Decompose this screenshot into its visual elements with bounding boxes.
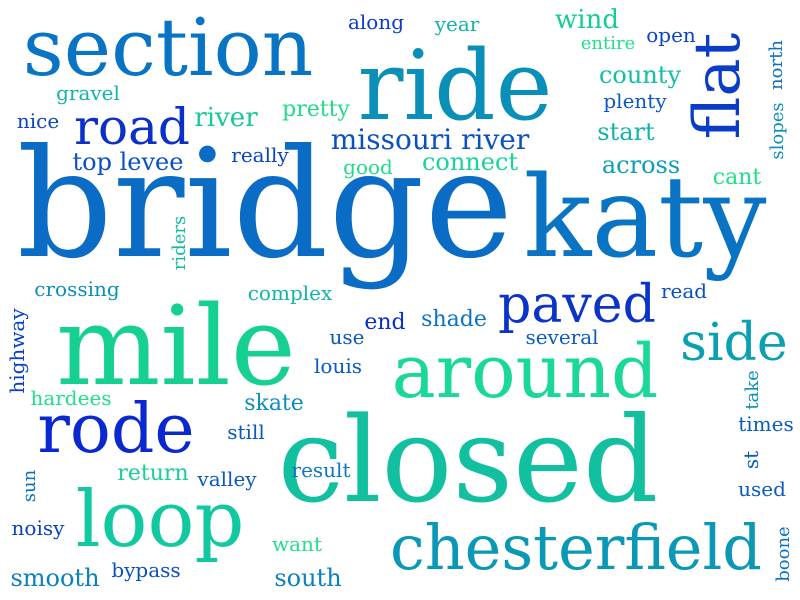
word-pretty: pretty [282, 97, 350, 122]
word-result: result [291, 458, 351, 482]
word-several: several [525, 325, 599, 349]
word-year: year [434, 12, 480, 36]
word-katy: katy [523, 153, 767, 283]
word-times: times [738, 412, 794, 436]
word-return: return [117, 461, 189, 486]
word-want: want [272, 532, 322, 556]
word-st: st [739, 450, 763, 470]
word-used: used [738, 477, 786, 501]
word-smooth: smooth [10, 564, 100, 592]
word-end: end [364, 310, 406, 335]
word-entire: entire [580, 33, 636, 54]
word-connect: connect [421, 148, 519, 176]
word-north: north [766, 40, 787, 90]
word-open: open [646, 23, 696, 47]
word-start: start [597, 118, 655, 146]
word-around: around [391, 329, 659, 415]
word-sun: sun [19, 469, 40, 503]
word-noisy: noisy [11, 516, 65, 540]
word-use: use [329, 325, 365, 349]
word-read: read [660, 279, 708, 303]
word-bridge: bridge [16, 118, 514, 292]
word-still: still [227, 420, 265, 444]
word-crossing: crossing [34, 277, 120, 301]
word-shade: shade [421, 307, 487, 332]
word-closed: closed [277, 391, 659, 529]
word-paved: paved [498, 275, 656, 335]
word-really: really [231, 143, 289, 167]
word-plenty: plenty [603, 89, 667, 113]
word-ride: ride [357, 30, 553, 142]
word-missouri-river: missouri river [330, 123, 530, 156]
word-section: section [22, 1, 314, 94]
word-across: across [601, 151, 681, 179]
word-loop: loop [75, 475, 245, 565]
word-side: side [680, 313, 788, 373]
word-gravel: gravel [56, 81, 120, 105]
word-skate: skate [244, 391, 304, 416]
word-rode: rode [37, 390, 195, 469]
word-take: take [742, 370, 763, 410]
word-slopes: slopes [767, 102, 788, 160]
word-bypass: bypass [111, 558, 181, 582]
word-top-levee: top levee [72, 148, 184, 176]
word-riders: riders [169, 215, 190, 271]
word-chesterfield: chesterfield [390, 511, 762, 584]
word-river: river [194, 103, 258, 133]
word-road: road [74, 98, 190, 156]
word-louis: louis [314, 354, 362, 378]
word-boone: boone [773, 526, 794, 582]
word-valley: valley [197, 467, 257, 491]
word-nice: nice [16, 109, 60, 133]
word-highway: highway [5, 308, 29, 394]
word-mile: mile [56, 282, 296, 410]
word-flat: flat [681, 32, 755, 140]
word-hardees: hardees [30, 386, 112, 410]
word-county: county [598, 61, 682, 89]
word-complex: complex [247, 281, 333, 305]
word-wind: wind [555, 5, 619, 35]
word-south: south [274, 564, 342, 592]
word-along: along [347, 10, 405, 34]
word-good: good [343, 155, 393, 179]
word-cant: cant [712, 165, 762, 190]
